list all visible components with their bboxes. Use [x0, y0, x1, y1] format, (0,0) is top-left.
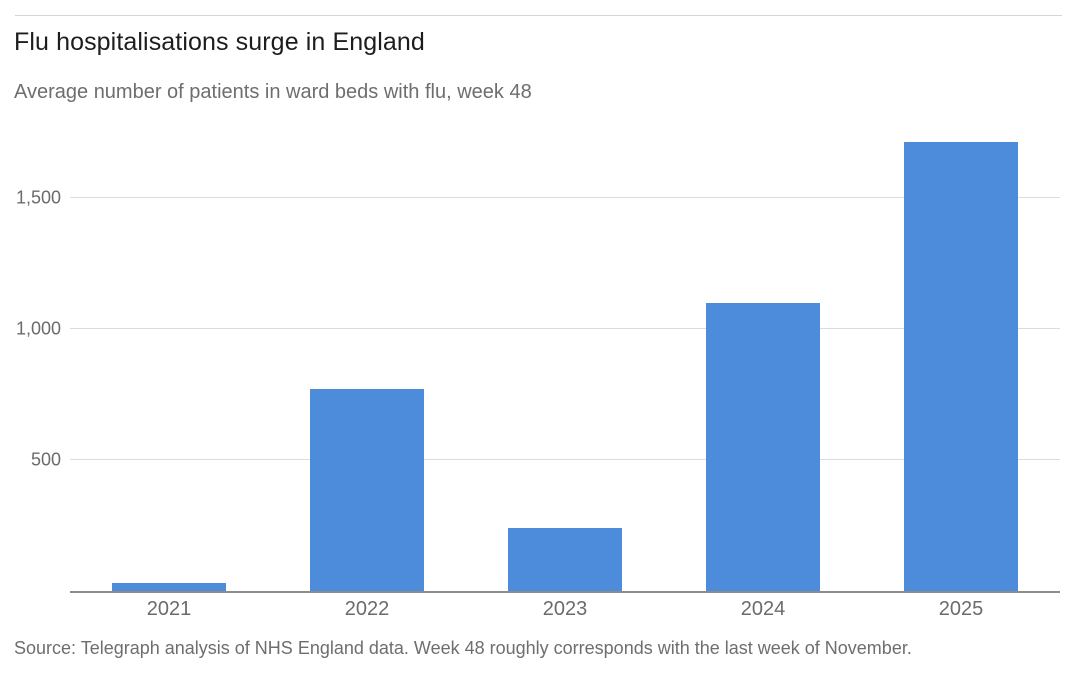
chart-area: 500 1,000 1,500 2021 2022 2023 2024 2025 — [14, 130, 1060, 621]
x-tick-label-2021: 2021 — [146, 598, 192, 620]
bar-2023[interactable] — [507, 528, 623, 591]
bar-slot-2022 — [268, 130, 466, 591]
bar-slot-2025 — [862, 130, 1060, 591]
y-tick-label: 500 — [30, 449, 61, 470]
bar-2025[interactable] — [903, 141, 1019, 591]
x-tick-label-2022: 2022 — [344, 598, 390, 620]
gridline-500: 500 — [31, 450, 1060, 470]
top-divider — [15, 15, 1062, 16]
chart-title: Flu hospitalisations surge in England — [14, 28, 425, 56]
chart-subtitle: Average number of patients in ward beds … — [14, 81, 532, 103]
plot-area: 500 1,000 1,500 — [16, 130, 1060, 593]
gridline-1500: 1,500 — [16, 188, 1060, 208]
x-tick-label-2023: 2023 — [542, 598, 588, 620]
bar-2024[interactable] — [705, 302, 821, 591]
bar-2021[interactable] — [111, 583, 227, 591]
bar-slot-2021 — [70, 130, 268, 591]
bar-slot-2023 — [466, 130, 664, 591]
source-note: Source: Telegraph analysis of NHS Englan… — [14, 638, 912, 658]
gridline-1000: 1,000 — [16, 319, 1060, 339]
y-tick-label: 1,500 — [15, 187, 61, 208]
bar-slot-2024 — [664, 130, 862, 591]
y-tick-label: 1,000 — [15, 318, 61, 339]
bar-2022[interactable] — [309, 389, 425, 591]
x-tick-label-2024: 2024 — [740, 598, 786, 620]
x-tick-label-2025: 2025 — [938, 598, 984, 620]
x-axis-labels: 2021 2022 2023 2024 2025 — [70, 593, 1060, 621]
bars-row — [70, 130, 1060, 591]
